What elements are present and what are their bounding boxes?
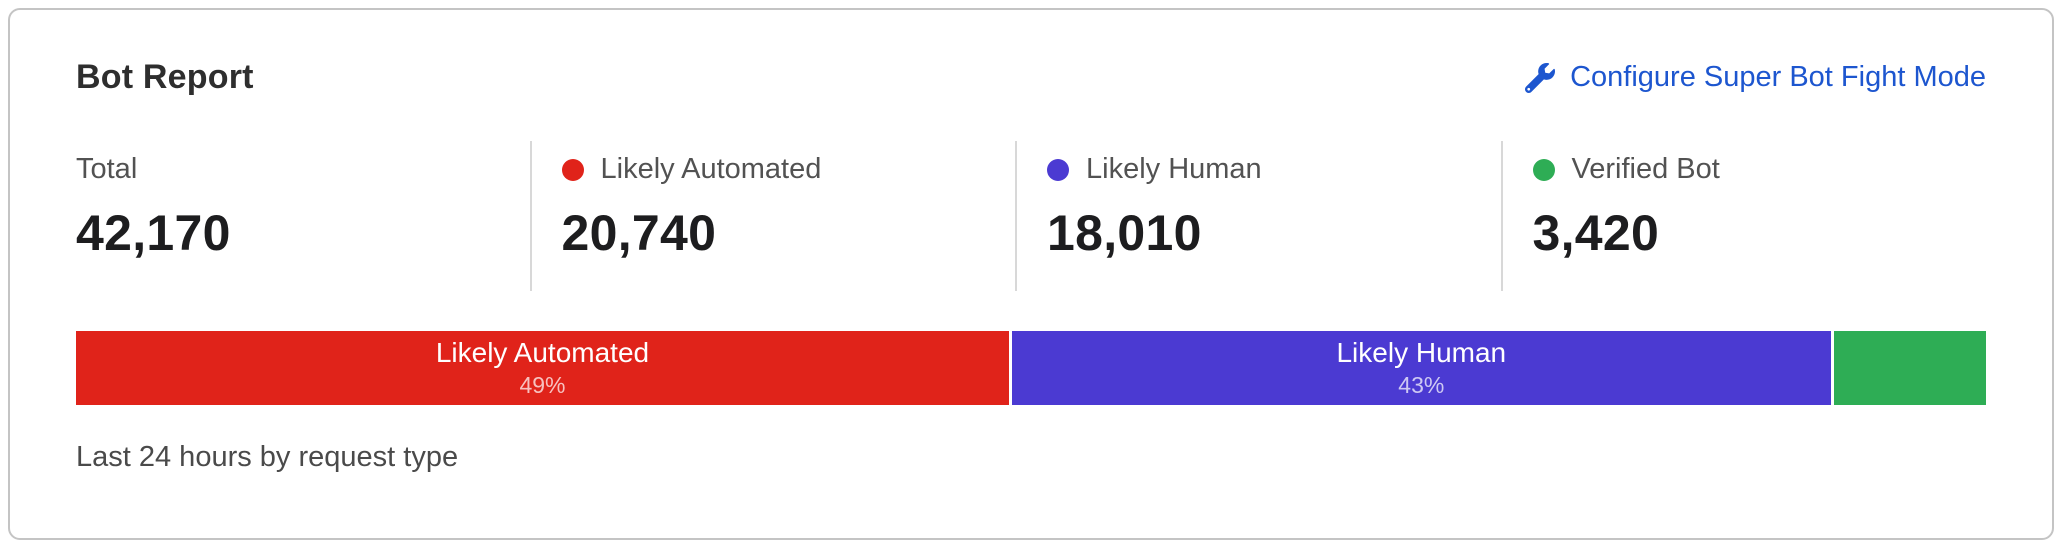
bot-report-card: Bot Report Configure Super Bot Fight Mod… [8,8,2054,540]
stat-value-likely-human: 18,010 [1047,205,1202,261]
wrench-icon [1525,62,1556,93]
configure-super-bot-fight-mode-link[interactable]: Configure Super Bot Fight Mode [1525,61,1986,94]
verified-bot-dot [1532,158,1555,181]
stat-label: Likely Automated [600,153,822,185]
card-header: Bot Report Configure Super Bot Fight Mod… [76,58,1986,97]
bar-segment-likely-automated: Likely Automated 49% [76,331,1009,405]
stat-label: Total [76,153,138,185]
bar-caption: Last 24 hours by request type [76,441,459,473]
bar-segment-label: Likely Human [1336,336,1507,368]
stat-label: Verified Bot [1571,153,1720,185]
stat-value-total: 42,170 [76,205,231,261]
likely-human-dot [1047,158,1069,181]
stat-value-likely-automated: 20,740 [561,205,717,261]
bar-segment-label: Likely Automated [435,336,650,368]
configure-link-label: Configure Super Bot Fight Mode [1570,61,1986,93]
stat-column-total: Total 42,170 [76,141,530,291]
likely-automated-dot [561,158,584,181]
stat-column-verified-bot: Verified Bot 3,420 [1500,141,1987,291]
bar-segment-verified-bot [1833,331,1986,405]
stat-column-likely-automated: Likely Automated 20,740 [529,141,1016,291]
bar-segment-likely-human: Likely Human 43% [1011,331,1831,405]
stat-column-likely-human: Likely Human 18,010 [1015,141,1501,291]
stats-row: Total 42,170 Likely Automated 20,740 Lik… [76,141,1986,291]
bot-distribution-stacked-bar: Likely Automated 49% Likely Human 43% [76,331,1986,405]
card-title: Bot Report [76,58,254,96]
stat-label: Likely Human [1086,153,1262,185]
bar-segment-percent: 49% [519,371,566,398]
stat-value-verified-bot: 3,420 [1532,205,1660,261]
bar-segment-percent: 43% [1398,371,1445,398]
